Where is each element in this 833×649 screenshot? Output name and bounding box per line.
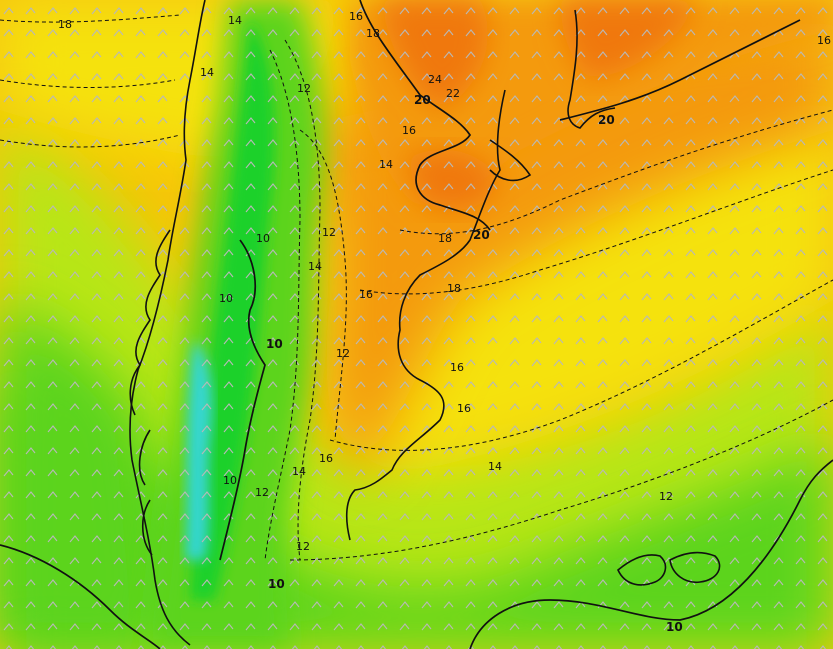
argentina-coast-outline [345, 89, 506, 541]
uruguay-border-outline [567, 9, 616, 129]
isotherm-18-center [399, 109, 833, 235]
contour-label: 12 [322, 226, 336, 239]
contour-label: 12 [296, 540, 310, 553]
contour-label: 14 [292, 465, 306, 478]
contour-label: 20 [473, 228, 490, 242]
rio-de-la-plata-outline [489, 139, 532, 182]
contour-label: 12 [659, 490, 673, 503]
contour-label: 16 [402, 124, 416, 137]
contour-label: 22 [446, 87, 460, 100]
contour-label: 10 [223, 474, 237, 487]
contour-label: 20 [414, 93, 431, 107]
contour-label: 14 [379, 158, 393, 171]
isotherm-16-center [359, 169, 833, 295]
land-outline-layer [129, 0, 721, 646]
contour-label: 14 [200, 66, 214, 79]
contour-label: 12 [297, 82, 311, 95]
contour-label: 16 [359, 288, 373, 301]
contour-label: 10 [268, 577, 285, 591]
contour-label: 10 [266, 337, 283, 351]
isotherm-20-north [359, 0, 491, 231]
contour-label: 14 [228, 14, 242, 27]
contour-label: 14 [308, 260, 322, 273]
contour-label: 18 [447, 282, 461, 295]
contour-label: 16 [817, 34, 831, 47]
contour-label: 10 [666, 620, 683, 634]
isotherm-12-center [289, 399, 833, 561]
contour-label: 16 [349, 10, 363, 23]
contour-label: 10 [219, 292, 233, 305]
contour-label: 12 [255, 486, 269, 499]
isotherm-14-center [329, 279, 833, 451]
contour-label: 12 [336, 347, 350, 360]
isotherm-16-andes [299, 129, 347, 441]
isotherm-10-se [469, 459, 833, 649]
isotherm-10-sw [0, 544, 161, 649]
minor-isotherm-layer [0, 14, 833, 561]
contour-label: 16 [457, 402, 471, 415]
falklands-outline [617, 551, 721, 586]
contour-label-layer: 18 14 16 18 24 22 20 20 16 14 12 12 16 1… [58, 10, 831, 634]
chile-archipelago-outline [129, 229, 171, 556]
isotherm-18-north [0, 14, 181, 23]
contour-label: 18 [366, 27, 380, 40]
contour-label: 20 [598, 113, 615, 127]
isotherm-20-east [559, 19, 801, 121]
chile-coast-outline [129, 0, 206, 646]
contour-label: 18 [58, 18, 72, 31]
isotherm-12-west [0, 134, 181, 148]
contour-label: 18 [438, 232, 452, 245]
isotherm-14-west [0, 79, 176, 88]
contour-label: 14 [488, 460, 502, 473]
contour-label: 24 [428, 73, 442, 86]
contour-label: 16 [319, 452, 333, 465]
isotherm-10-andes [219, 239, 266, 561]
isotherm-14-andes [284, 39, 321, 561]
contour-label: 10 [256, 232, 270, 245]
contour-label: 16 [450, 361, 464, 374]
